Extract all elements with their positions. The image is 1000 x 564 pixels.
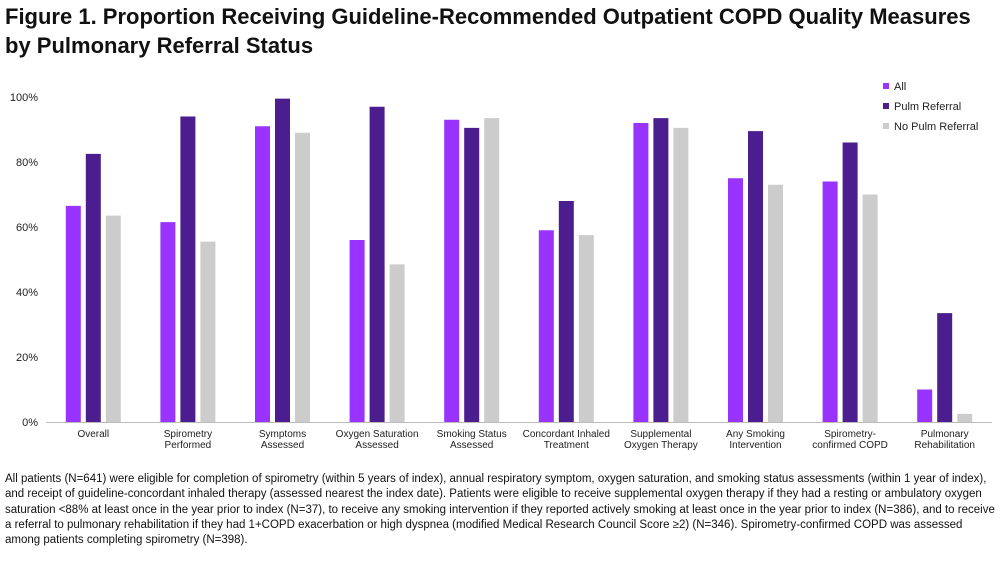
bar <box>862 194 878 422</box>
x-tick-label: Concordant Inhaled <box>523 429 610 440</box>
y-tick-label: 0% <box>22 417 38 429</box>
bar <box>538 230 554 422</box>
legend-label: No Pulm Referral <box>894 121 978 133</box>
bar <box>937 313 953 422</box>
x-tick-label: Intervention <box>729 440 781 451</box>
x-tick-label: Rehabilitation <box>914 440 975 451</box>
bar <box>558 201 574 422</box>
bar <box>65 205 81 422</box>
bar <box>653 118 669 422</box>
x-tick-label: Smoking Status <box>437 429 507 440</box>
x-tick-label: Assessed <box>261 440 304 451</box>
bar <box>917 389 933 422</box>
x-tick-label: confirmed COPD <box>812 440 888 451</box>
x-tick-label: Treatment <box>544 440 589 451</box>
figure-title: Figure 1. Proportion Receiving Guideline… <box>5 4 971 58</box>
y-tick-label: 100% <box>10 92 38 104</box>
legend-swatch <box>883 103 889 109</box>
x-tick-label: Assessed <box>450 440 493 451</box>
bar <box>369 106 385 422</box>
x-tick-label: Assessed <box>355 440 398 451</box>
bar <box>180 116 196 422</box>
bar <box>673 127 689 422</box>
y-tick-label: 60% <box>16 222 38 234</box>
bar <box>444 119 460 422</box>
x-axis: Overall SpirometryPerformedSymptomsAssess… <box>46 422 992 451</box>
bar <box>105 215 121 422</box>
y-axis: 0% 20% 40% 60% 80% 100% <box>10 92 38 429</box>
x-tick-label: Spirometry- <box>824 429 876 440</box>
bar <box>578 235 594 422</box>
bar <box>633 123 649 422</box>
x-tick-label: Spirometry <box>164 429 212 440</box>
x-tick-label: Oxygen Saturation <box>336 429 419 440</box>
legend-label: Pulm Referral <box>894 101 961 113</box>
y-tick-label: 40% <box>16 287 38 299</box>
x-tick-label: Pulmonary <box>921 429 969 440</box>
x-tick-label: Any Smoking <box>726 429 785 440</box>
legend: All Pulm Referral No Pulm Referral <box>883 81 978 133</box>
bar <box>842 142 858 422</box>
x-tick-label: Overall <box>77 429 109 440</box>
bar <box>484 118 500 422</box>
bar <box>957 413 973 422</box>
x-tick-label: Oxygen Therapy <box>624 440 698 451</box>
bars <box>65 98 973 422</box>
bar <box>822 181 838 422</box>
x-tick-label: Performed <box>165 440 212 451</box>
legend-label: All <box>894 81 906 93</box>
bar <box>275 98 290 422</box>
bar <box>748 131 763 422</box>
bar <box>85 153 101 422</box>
figure-footnote: All patients (N=641) were eligible for c… <box>5 473 995 547</box>
x-tick-label: Supplemental <box>630 429 691 440</box>
bar <box>200 241 216 422</box>
legend-swatch <box>883 123 889 129</box>
y-tick-label: 20% <box>16 352 38 364</box>
bar <box>295 132 310 422</box>
legend-swatch <box>883 83 889 89</box>
bar <box>768 184 783 422</box>
bar <box>160 222 176 422</box>
bar <box>728 178 743 422</box>
bar <box>349 240 365 422</box>
bar <box>389 264 405 422</box>
x-tick-label: Symptoms <box>259 429 306 440</box>
bar <box>464 127 480 422</box>
y-tick-label: 80% <box>16 157 38 169</box>
bar-chart: 0% 20% 40% 60% 80% 100% Overall SpirometryPerf… <box>10 81 992 451</box>
bar <box>255 126 270 422</box>
